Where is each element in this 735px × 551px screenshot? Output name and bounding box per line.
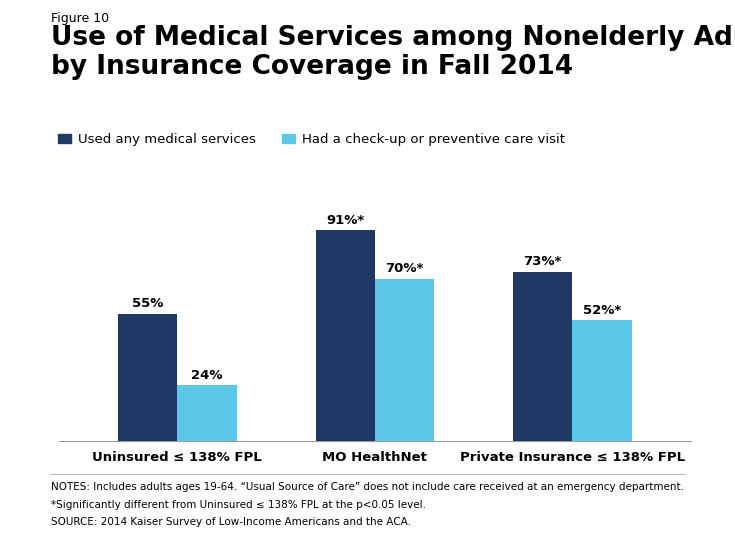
Text: Use of Medical Services among Nonelderly Adults in Missouri,
by Insurance Covera: Use of Medical Services among Nonelderly… bbox=[51, 25, 735, 80]
Text: NOTES: Includes adults ages 19-64. “Usual Source of Care” does not include care : NOTES: Includes adults ages 19-64. “Usua… bbox=[51, 482, 684, 492]
Text: *Significantly different from Uninsured ≤ 138% FPL at the p<0.05 level.: *Significantly different from Uninsured … bbox=[51, 500, 426, 510]
Text: KAISER: KAISER bbox=[639, 495, 687, 509]
Text: 70%*: 70%* bbox=[385, 262, 423, 276]
Bar bbox=[375, 279, 434, 441]
Bar bbox=[513, 272, 573, 441]
Text: 52%*: 52%* bbox=[583, 304, 621, 317]
Text: THE HENRY J.: THE HENRY J. bbox=[642, 484, 684, 489]
Text: 24%: 24% bbox=[191, 369, 223, 382]
Bar bbox=[177, 385, 237, 441]
Text: 73%*: 73%* bbox=[523, 256, 562, 268]
Text: FAMILY: FAMILY bbox=[640, 508, 686, 521]
Bar bbox=[573, 321, 631, 441]
Text: FOUNDATION: FOUNDATION bbox=[634, 521, 692, 530]
Bar bbox=[118, 314, 177, 441]
Legend: Used any medical services, Had a check-up or preventive care visit: Used any medical services, Had a check-u… bbox=[53, 128, 570, 152]
Text: 91%*: 91%* bbox=[326, 214, 365, 227]
Text: Figure 10: Figure 10 bbox=[51, 12, 110, 25]
Text: SOURCE: 2014 Kaiser Survey of Low-Income Americans and the ACA.: SOURCE: 2014 Kaiser Survey of Low-Income… bbox=[51, 517, 412, 527]
Bar bbox=[315, 230, 375, 441]
Text: 55%: 55% bbox=[132, 297, 163, 310]
